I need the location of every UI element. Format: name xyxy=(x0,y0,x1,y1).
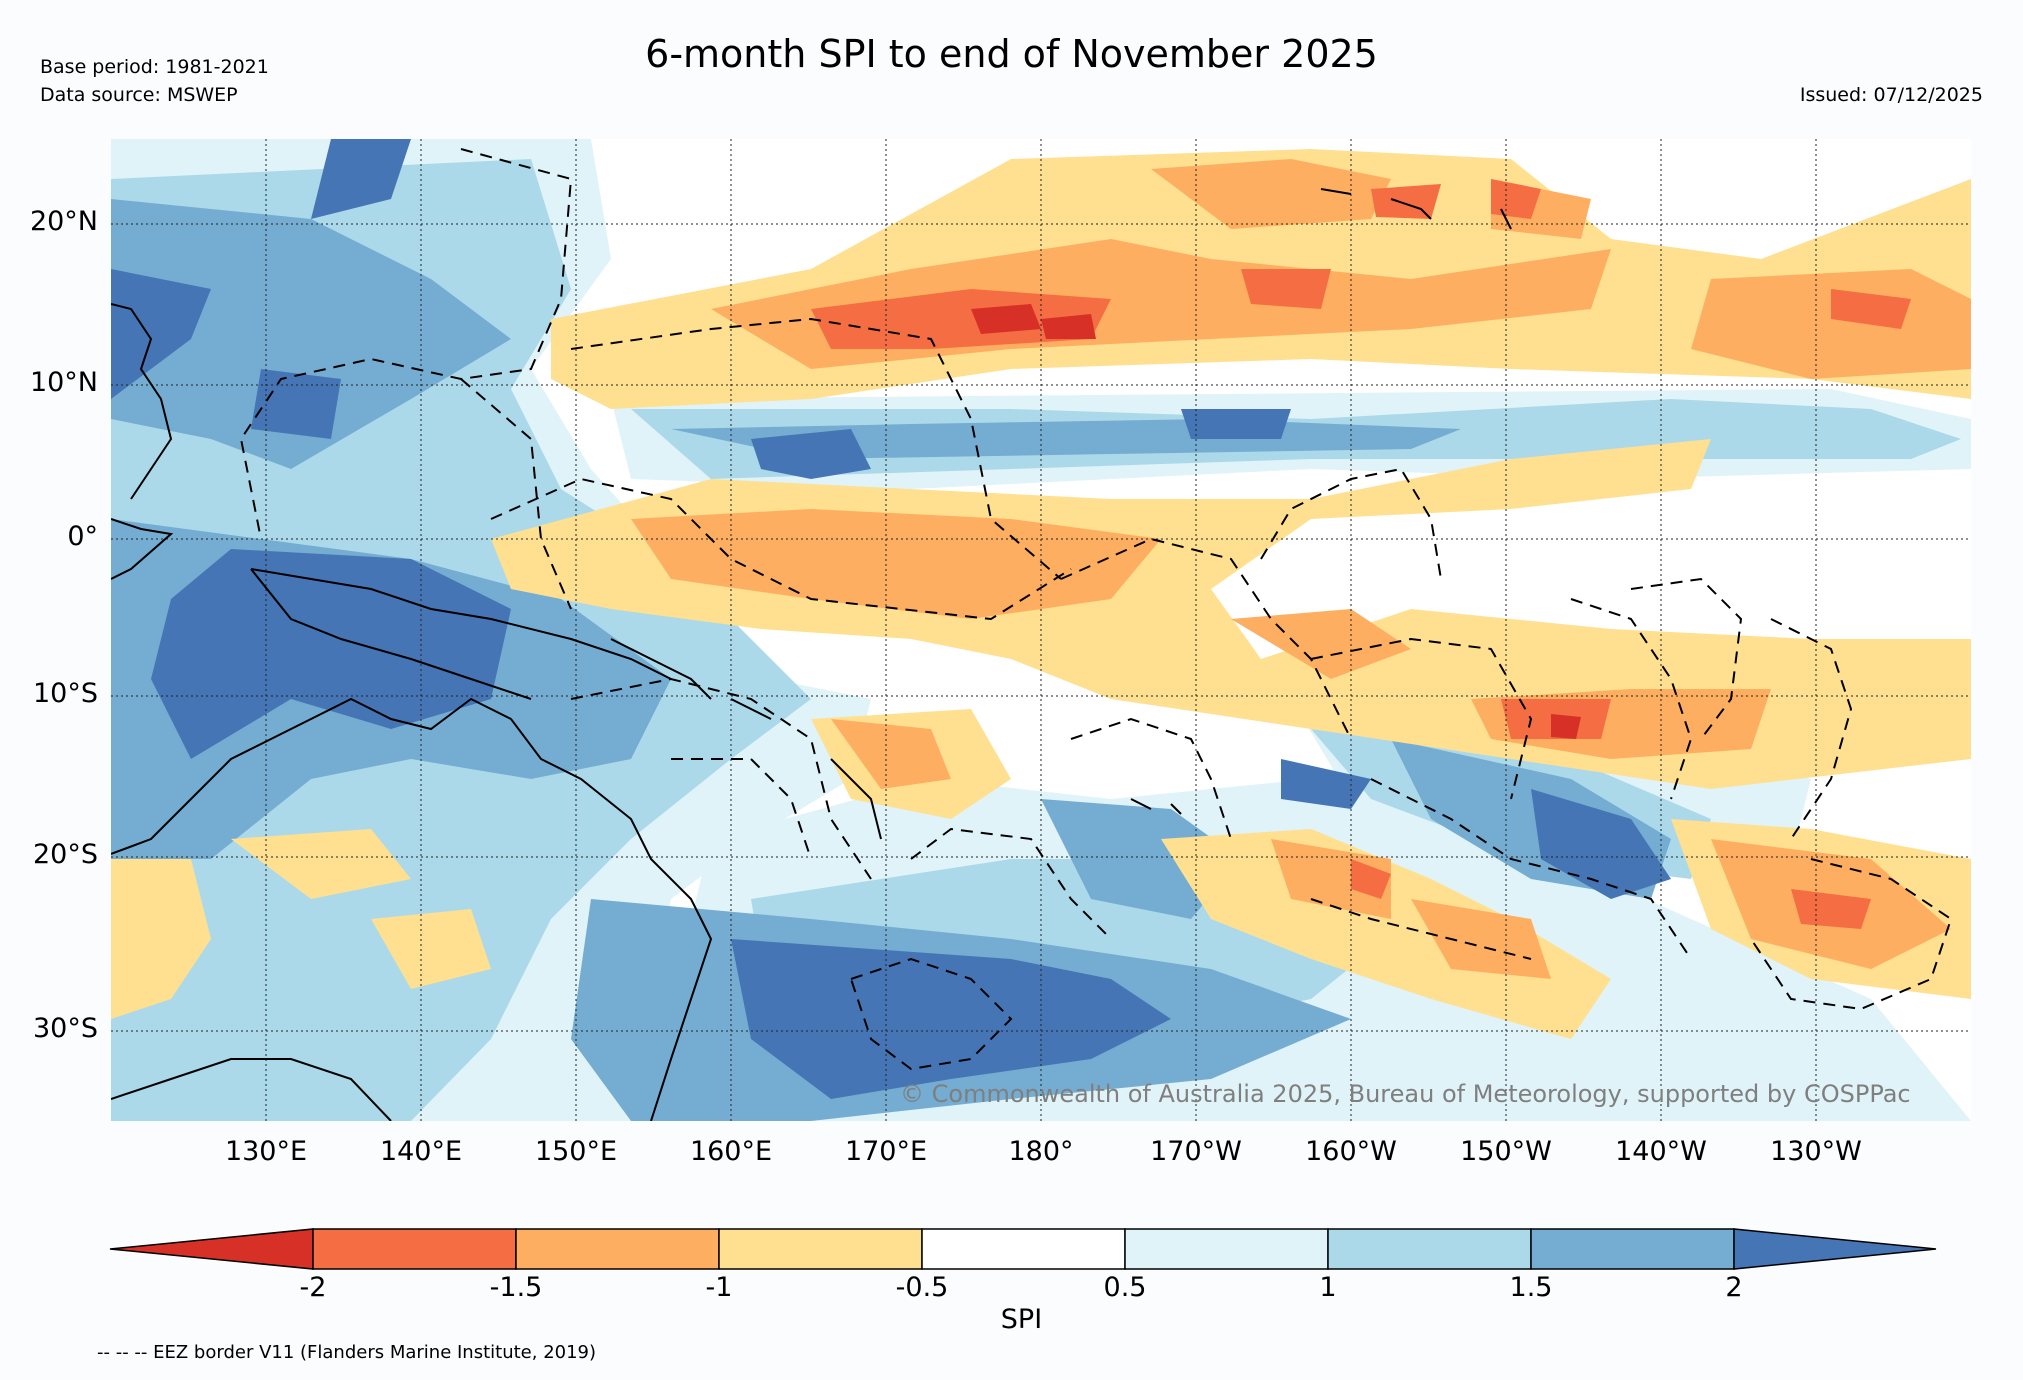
eez-legend-note: -- -- -- EEZ border V11 (Flanders Marine… xyxy=(97,1342,597,1363)
colorbar-segment-1-1_5 xyxy=(1327,1228,1532,1270)
colorbar-tick-m0_5: -0.5 xyxy=(895,1272,949,1303)
colorbar-tick-1: 1 xyxy=(1319,1272,1337,1303)
base-period-text: Base period: 1981-2021 xyxy=(40,56,269,78)
spi-deepest-blue-regions xyxy=(111,139,1671,1099)
lon-label-180: 180° xyxy=(1008,1136,1074,1167)
copyright-notice: © Commonwealth of Australia 2025, Bureau… xyxy=(900,1080,1911,1108)
map-title: 6-month SPI to end of November 2025 xyxy=(645,32,1378,76)
colorbar-tick-m1_5: -1.5 xyxy=(489,1272,543,1303)
lat-label-10n: 10°N xyxy=(29,367,98,398)
colorbar-tick-m1: -1 xyxy=(705,1272,733,1303)
spi-colorbar xyxy=(109,1228,1937,1270)
colorbar-segment-lt-2 xyxy=(109,1228,314,1270)
lon-label-130w: 130°W xyxy=(1770,1136,1862,1167)
colorbar-segment-gt2 xyxy=(1733,1228,1937,1270)
colorbar-tick-2: 2 xyxy=(1725,1272,1743,1303)
lon-label-130e: 130°E xyxy=(224,1136,308,1167)
lon-label-170w: 170°W xyxy=(1150,1136,1242,1167)
colorbar-tick-m2: -2 xyxy=(299,1272,327,1303)
lon-label-150e: 150°E xyxy=(534,1136,618,1167)
colorbar-segment-1_5-1 xyxy=(515,1228,720,1270)
lon-label-170e: 170°E xyxy=(844,1136,928,1167)
map-gridlines xyxy=(111,139,1971,1121)
lat-label-20s: 20°S xyxy=(33,839,98,870)
spi-red-regions xyxy=(971,304,1581,739)
coastlines xyxy=(111,188,1512,1121)
lon-label-140e: 140°E xyxy=(379,1136,463,1167)
data-source-text: Data source: MSWEP xyxy=(40,84,238,106)
colorbar-segment-1_5-2 xyxy=(1530,1228,1735,1270)
colorbar-segment-neutral xyxy=(921,1228,1126,1270)
colorbar-label: SPI xyxy=(1000,1304,1043,1335)
lat-label-10s: 10°S xyxy=(33,678,98,709)
issued-date: Issued: 07/12/2025 xyxy=(1799,84,1983,106)
colorbar-tick-1_5: 1.5 xyxy=(1509,1272,1553,1303)
eez-borders xyxy=(239,148,1953,1071)
lon-label-160e: 160°E xyxy=(689,1136,773,1167)
spi-map xyxy=(111,139,1971,1121)
lon-label-140w: 140°W xyxy=(1615,1136,1707,1167)
lat-label-20n: 20°N xyxy=(29,206,98,237)
lat-label-30s: 30°S xyxy=(33,1013,98,1044)
lon-label-150w: 150°W xyxy=(1460,1136,1552,1167)
colorbar-segment-0_5-1 xyxy=(1124,1228,1329,1270)
lat-label-eq: 0° xyxy=(67,521,98,552)
lon-label-160w: 160°W xyxy=(1305,1136,1397,1167)
colorbar-tick-0_5: 0.5 xyxy=(1103,1272,1147,1303)
colorbar-segment-1-0_5 xyxy=(718,1228,923,1270)
colorbar-segment-2-1_5 xyxy=(312,1228,517,1270)
